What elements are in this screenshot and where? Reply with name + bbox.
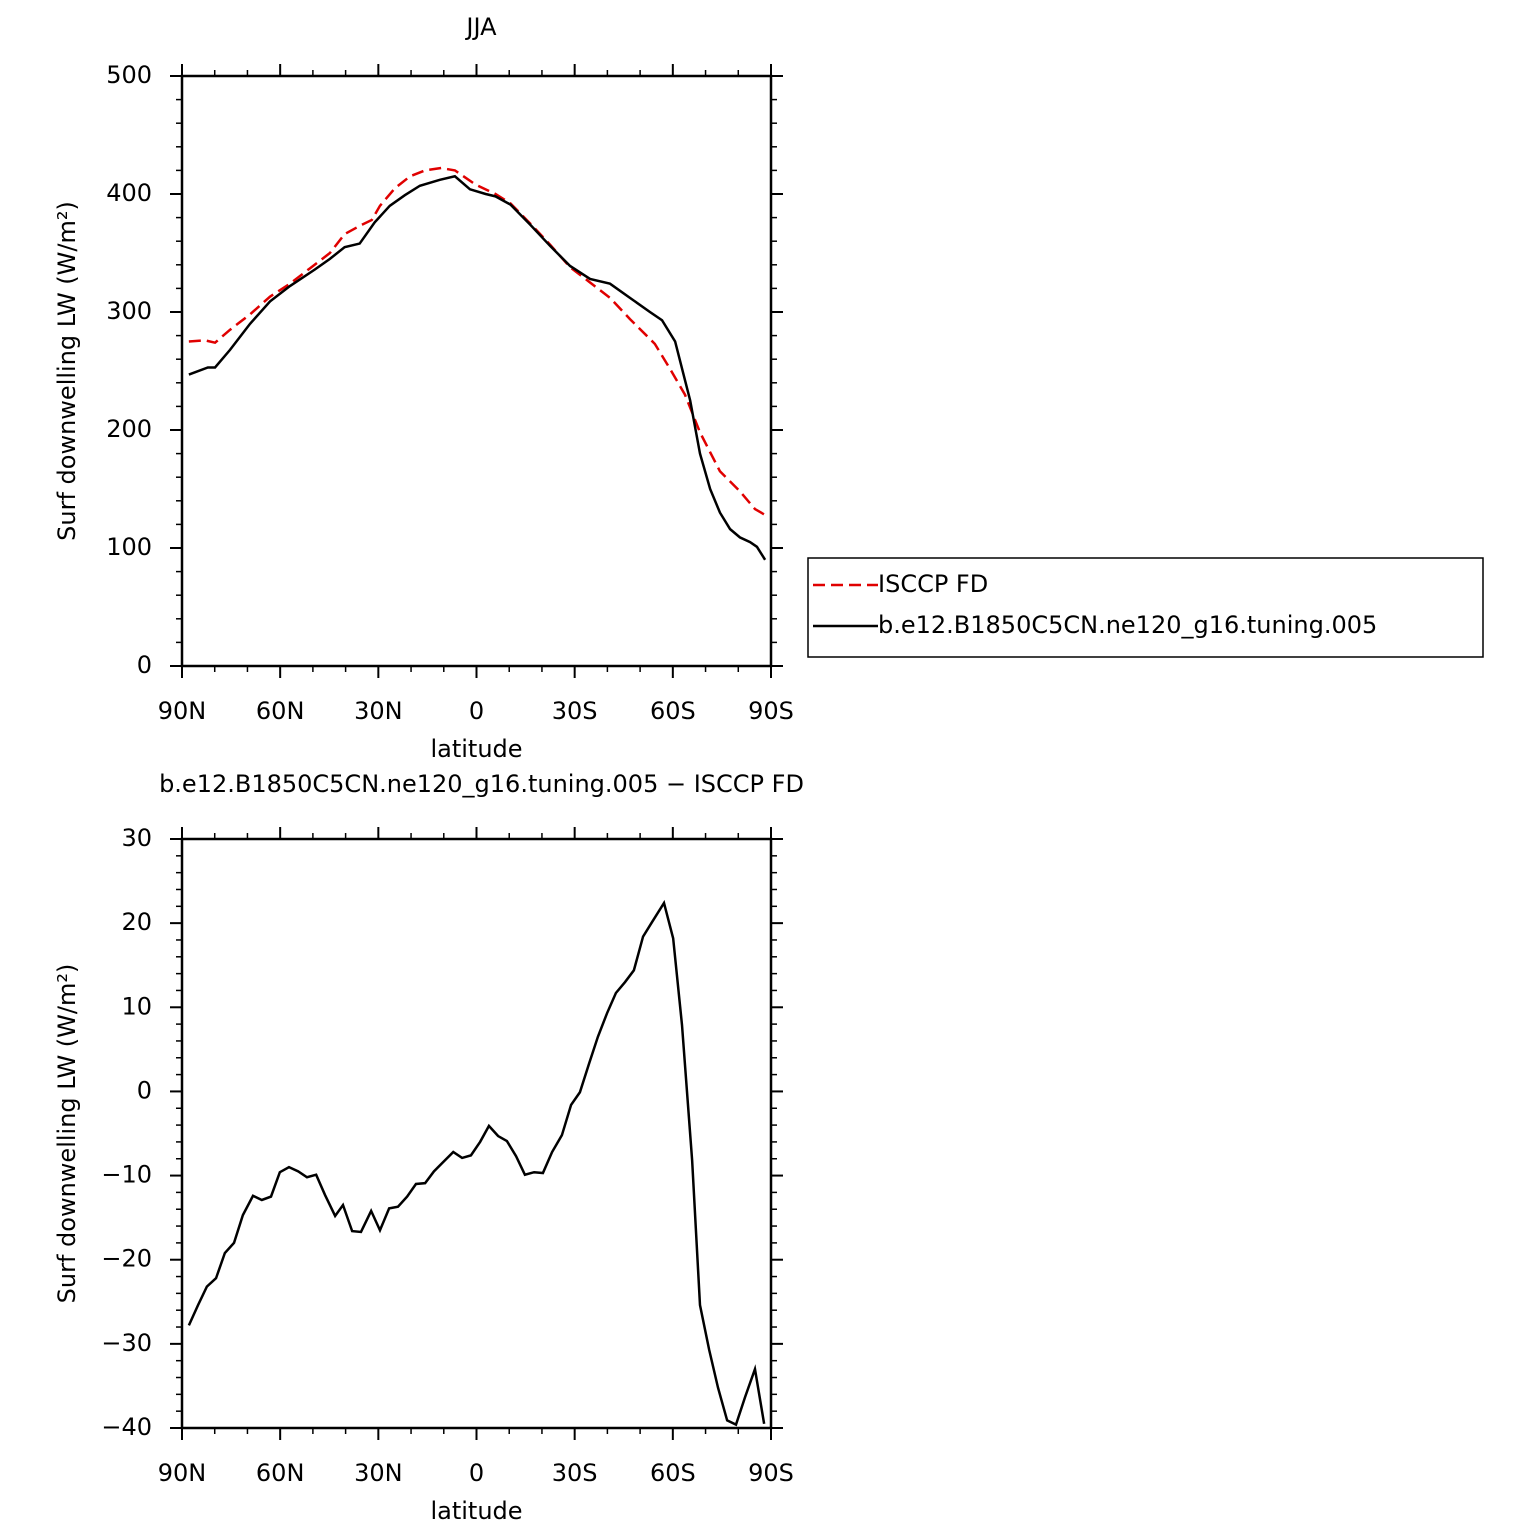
plot-frame bbox=[180, 837, 773, 1430]
series-line bbox=[187, 899, 766, 1427]
x-tick-label: 60N bbox=[256, 697, 305, 725]
x-tick-label: 0 bbox=[469, 697, 484, 725]
y-tick-label: −30 bbox=[101, 1329, 152, 1357]
x-axis-label: latitude bbox=[430, 1497, 522, 1525]
y-tick-label: 30 bbox=[121, 824, 152, 852]
y-tick-label: 10 bbox=[121, 992, 152, 1020]
y-tick-label: −40 bbox=[101, 1413, 152, 1441]
x-tick-label: 30S bbox=[552, 697, 598, 725]
series-line bbox=[188, 174, 767, 561]
x-axis-label: latitude bbox=[430, 735, 522, 763]
y-tick-label: 0 bbox=[137, 1076, 152, 1104]
x-tick-label: 90S bbox=[748, 1459, 794, 1487]
y-tick-label: 20 bbox=[121, 908, 152, 936]
y-tick-label: 300 bbox=[106, 297, 152, 325]
y-tick-label: −10 bbox=[101, 1161, 152, 1189]
x-tick-label: 0 bbox=[469, 1459, 484, 1487]
x-tick-label: 60N bbox=[256, 1459, 305, 1487]
legend-label: b.e12.B1850C5CN.ne120_g16.tuning.005 bbox=[878, 611, 1377, 639]
x-tick-label: 90S bbox=[748, 697, 794, 725]
y-tick-label: 500 bbox=[106, 61, 152, 89]
x-tick-label: 30S bbox=[552, 1459, 598, 1487]
legend-label: ISCCP FD bbox=[878, 570, 988, 598]
series-line bbox=[188, 166, 766, 517]
x-tick-label: 30N bbox=[354, 1459, 403, 1487]
x-tick-label: 90N bbox=[158, 1459, 207, 1487]
chart-title: JJA bbox=[464, 13, 497, 41]
y-axis-label: Surf downwelling LW (W/m²) bbox=[53, 201, 81, 541]
y-axis-label: Surf downwelling LW (W/m²) bbox=[53, 964, 81, 1304]
y-tick-label: −20 bbox=[101, 1245, 152, 1273]
x-tick-label: 90N bbox=[158, 697, 207, 725]
chart-title: b.e12.B1850C5CN.ne120_g16.tuning.005 − I… bbox=[159, 770, 804, 798]
plot-frame bbox=[180, 74, 773, 668]
y-tick-label: 400 bbox=[106, 179, 152, 207]
x-tick-label: 30N bbox=[354, 697, 403, 725]
x-tick-label: 60S bbox=[650, 1459, 696, 1487]
y-tick-label: 0 bbox=[137, 651, 152, 679]
y-tick-label: 100 bbox=[106, 533, 152, 561]
y-tick-label: 200 bbox=[106, 415, 152, 443]
x-tick-label: 60S bbox=[650, 697, 696, 725]
legend-box bbox=[807, 557, 1484, 658]
